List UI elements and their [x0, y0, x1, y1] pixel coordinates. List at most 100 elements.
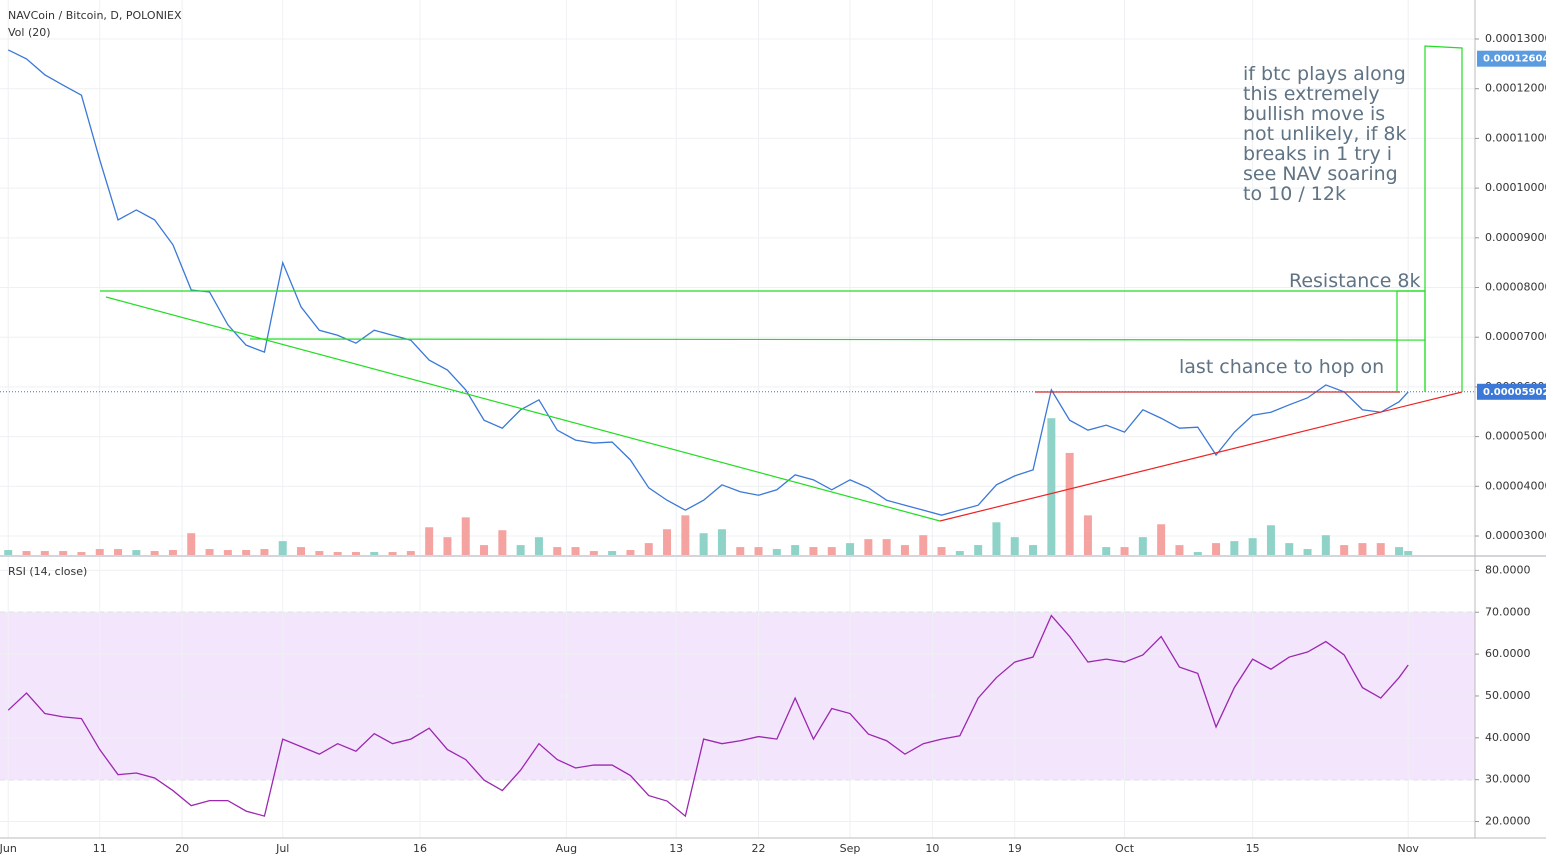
volume-bar	[900, 545, 909, 555]
volume-bar	[699, 533, 708, 555]
price-tag-label: 0.00005902	[1483, 387, 1546, 398]
chart-title: NAVCoin / Bitcoin, D, POLONIEX	[8, 9, 182, 22]
volume-bar	[278, 541, 287, 555]
x-tick-label: 22	[752, 842, 766, 855]
y-tick-label: 20.0000	[1485, 815, 1531, 828]
volume-bar	[4, 550, 13, 555]
volume-bar	[425, 527, 434, 555]
y-tick-label: 30.0000	[1485, 773, 1531, 786]
volume-bar	[809, 547, 818, 555]
volume-bar	[370, 552, 379, 555]
volume-bar	[974, 545, 983, 555]
resistance-note: Resistance 8k	[1289, 270, 1421, 292]
hop-on-note: last chance to hop on	[1179, 356, 1384, 378]
volume-bar	[443, 537, 452, 555]
volume-bar	[1285, 543, 1294, 555]
volume-bar	[1047, 418, 1056, 555]
note-line: see NAV soaring	[1243, 163, 1398, 185]
volume-bar	[187, 533, 196, 555]
y-tick-label: 80.0000	[1485, 563, 1531, 576]
grid	[0, 0, 1475, 838]
volume-bar	[1266, 525, 1275, 555]
volume-bar	[1010, 537, 1019, 555]
volume-bar	[717, 529, 726, 555]
y-tick-label: 70.0000	[1485, 605, 1531, 618]
drawing-bracket	[1424, 45, 1463, 392]
x-tick-label: Oct	[1115, 842, 1135, 855]
volume-bar	[589, 551, 598, 555]
drawing-line	[939, 391, 1463, 522]
volume-bar	[571, 547, 580, 555]
volume-bar	[992, 522, 1001, 555]
volume-bar	[882, 539, 891, 555]
volume-bar	[333, 552, 342, 555]
volume-bar	[315, 551, 324, 555]
volume-bar	[754, 547, 763, 555]
volume-bar	[516, 545, 525, 555]
volume-bar	[223, 550, 232, 555]
y-tick-label: 0.00005000	[1485, 430, 1546, 443]
volume-bar	[955, 551, 964, 555]
volume-bar	[1102, 547, 1111, 555]
price-line	[7, 49, 1409, 516]
y-tick-label: 0.00013000	[1485, 32, 1546, 45]
volume-bar	[772, 549, 781, 555]
y-tick-label: 60.0000	[1485, 647, 1531, 660]
volume-bar	[1157, 524, 1166, 555]
volume-bar	[608, 551, 617, 555]
volume-bar	[827, 547, 836, 555]
volume-bar	[406, 551, 415, 555]
x-tick-label: 10	[925, 842, 939, 855]
volume-bar	[791, 545, 800, 555]
y-tick-label: 50.0000	[1485, 689, 1531, 702]
y-tick-label: 0.00012000	[1485, 82, 1546, 95]
x-tick-label: Sep	[840, 842, 861, 855]
drawing-line	[105, 296, 941, 522]
volume-bar	[534, 537, 543, 555]
rsi-title: RSI (14, close)	[8, 565, 87, 578]
note-line: bullish move is	[1243, 103, 1385, 125]
volume-bar	[1404, 551, 1413, 555]
y-tick-label: 0.00010000	[1485, 181, 1546, 194]
x-tick-label: Jun	[0, 842, 17, 855]
volume-bar	[150, 551, 159, 555]
y-tick-label: 40.0000	[1485, 731, 1531, 744]
note-line: not unlikely, if 8k	[1243, 123, 1407, 145]
volume-bar	[1029, 545, 1038, 555]
volume-bar	[1193, 552, 1202, 555]
volume-bar	[1083, 515, 1092, 555]
volume-bar	[168, 550, 177, 555]
x-tick-label: Nov	[1397, 842, 1419, 855]
x-tick-label: 13	[669, 842, 683, 855]
volume-bar	[1358, 543, 1367, 555]
volume-bar	[40, 551, 49, 555]
y-tick-label: 0.00009000	[1485, 231, 1546, 244]
volume-bar	[114, 549, 123, 555]
volume-bar	[736, 547, 745, 555]
x-tick-label: 11	[93, 842, 107, 855]
volume-bar	[59, 551, 68, 555]
volume-bar	[480, 545, 489, 555]
volume-bar	[1212, 543, 1221, 555]
volume-bar	[260, 549, 269, 555]
x-tick-label: Jul	[275, 842, 289, 855]
x-tick-label: 19	[1008, 842, 1022, 855]
y-tick-label: 0.00011000	[1485, 131, 1546, 144]
volume-bar	[388, 552, 397, 555]
note-line: to 10 / 12k	[1243, 183, 1346, 205]
note-line: this extremely	[1243, 83, 1380, 105]
price-tag-label: 0.00012604	[1483, 54, 1546, 65]
volume-bar	[132, 550, 141, 555]
volume-bar	[1376, 543, 1385, 555]
note-line: if btc plays along	[1243, 63, 1406, 85]
y-tick-label: 0.00003000	[1485, 529, 1546, 542]
volume-bar	[22, 551, 31, 555]
volume-bar	[1248, 538, 1257, 555]
volume-label: Vol (20)	[8, 26, 51, 39]
volume-bar	[77, 552, 86, 555]
volume-bar	[1230, 541, 1239, 555]
volume-bar	[242, 550, 251, 555]
volume-bar	[681, 515, 690, 555]
volume-bar	[937, 547, 946, 555]
